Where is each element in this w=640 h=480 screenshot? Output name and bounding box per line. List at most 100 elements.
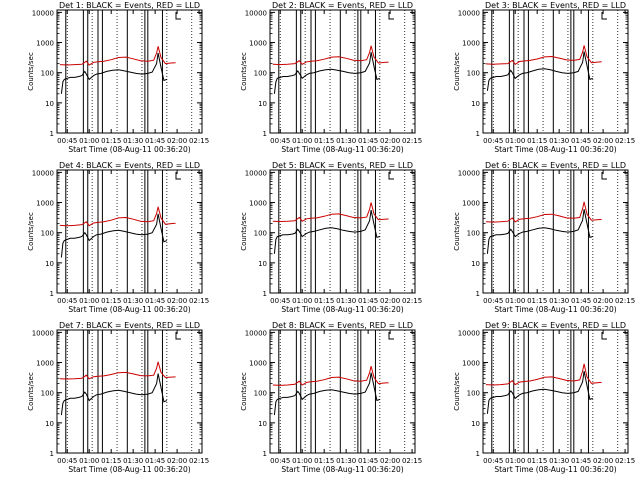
y-axis-label: Counts/sec — [240, 52, 248, 91]
x-tick-label: 01:30 — [123, 137, 143, 145]
panel-title: Det 3: BLACK = Events, RED = LLD — [485, 1, 626, 10]
x-tick-label: 01:45 — [571, 137, 591, 145]
y-tick-label: 10 — [471, 100, 480, 108]
x-tick-label: 02:15 — [402, 457, 422, 465]
lld-series-line — [272, 365, 389, 386]
x-axis-label: Start Time (08-Aug-11 00:36:20) — [281, 465, 403, 474]
x-tick-label: 01:30 — [336, 457, 356, 465]
y-tick-label: 1 — [476, 450, 480, 458]
x-tick-label: 02:00 — [380, 297, 400, 305]
x-tick-label: 00:45 — [57, 457, 77, 465]
x-tick-label: 01:00 — [292, 297, 312, 305]
x-tick-label: 01:30 — [549, 457, 569, 465]
x-tick-label: 01:30 — [123, 297, 143, 305]
y-tick-label: 10000 — [245, 9, 267, 17]
panel-title: Det 9: BLACK = Events, RED = LLD — [485, 321, 626, 330]
y-tick-label: 10 — [258, 420, 267, 428]
y-tick-label: 1 — [50, 450, 54, 458]
legend-bracket — [388, 172, 394, 180]
y-tick-label: 100 — [41, 230, 54, 238]
y-tick-label: 10000 — [458, 169, 480, 177]
y-tick-label: 1 — [263, 290, 267, 298]
plot-frame — [269, 329, 416, 454]
y-axis-label: Counts/sec — [453, 212, 461, 251]
x-tick-label: 01:30 — [336, 297, 356, 305]
legend-bracket — [388, 332, 394, 340]
x-tick-label: 01:15 — [527, 457, 547, 465]
panel-title: Det 2: BLACK = Events, RED = LLD — [272, 1, 413, 10]
detector-panel: Det 2: BLACK = Events, RED = LLD 1 10 100 10… — [240, 1, 422, 154]
y-tick-label: 1000 — [249, 360, 267, 368]
lld-series-line — [485, 45, 602, 65]
x-tick-label: 01:15 — [527, 297, 547, 305]
detector-panel: Det 5: BLACK = Events, RED = LLD 1 10 100 10… — [240, 161, 422, 314]
x-axis-label: Start Time (08-Aug-11 00:36:20) — [68, 305, 190, 314]
x-tick-label: 00:45 — [483, 297, 503, 305]
plot-frame — [269, 9, 416, 134]
y-tick-label: 100 — [254, 230, 267, 238]
x-axis-label: Start Time (08-Aug-11 00:36:20) — [281, 145, 403, 154]
x-axis-label: Start Time (08-Aug-11 00:36:20) — [494, 145, 616, 154]
events-series-line — [60, 213, 168, 258]
panel-title: Det 6: BLACK = Events, RED = LLD — [485, 161, 626, 170]
y-tick-label: 1000 — [249, 200, 267, 208]
x-tick-label: 02:15 — [615, 297, 635, 305]
detector-panel: Det 7: BLACK = Events, RED = LLD 1 10 100 10… — [27, 321, 209, 474]
x-tick-label: 01:15 — [101, 457, 121, 465]
x-tick-label: 01:30 — [549, 137, 569, 145]
y-tick-label: 100 — [254, 390, 267, 398]
lld-series-line — [272, 45, 389, 66]
y-tick-label: 1000 — [36, 360, 54, 368]
y-tick-label: 1000 — [462, 200, 480, 208]
detector-panel: Det 3: BLACK = Events, RED = LLD 1 10 100 10… — [453, 1, 635, 154]
y-tick-label: 10000 — [32, 329, 54, 337]
x-tick-label: 02:00 — [593, 297, 613, 305]
y-axis-label: Counts/sec — [27, 372, 35, 411]
x-tick-label: 00:45 — [270, 457, 290, 465]
x-tick-label: 01:00 — [292, 457, 312, 465]
x-tick-label: 01:45 — [571, 457, 591, 465]
y-tick-label: 100 — [41, 390, 54, 398]
y-tick-label: 100 — [467, 70, 480, 78]
y-tick-label: 1000 — [462, 40, 480, 48]
x-tick-label: 02:00 — [380, 457, 400, 465]
events-series-line — [273, 52, 380, 94]
x-tick-label: 00:45 — [483, 457, 503, 465]
detector-panel: Det 9: BLACK = Events, RED = LLD 1 10 100 10… — [453, 321, 635, 474]
x-tick-label: 01:00 — [79, 457, 99, 465]
x-tick-label: 01:45 — [145, 297, 165, 305]
x-tick-label: 01:45 — [571, 297, 591, 305]
x-tick-label: 01:15 — [101, 297, 121, 305]
x-tick-label: 01:00 — [292, 137, 312, 145]
x-tick-label: 02:00 — [380, 137, 400, 145]
panel-title: Det 1: BLACK = Events, RED = LLD — [59, 1, 200, 10]
x-tick-label: 02:00 — [167, 137, 187, 145]
lld-series-line — [272, 202, 389, 223]
y-axis-label: Counts/sec — [27, 52, 35, 91]
y-tick-label: 10 — [258, 100, 267, 108]
legend-bracket — [175, 172, 181, 180]
events-series-line — [273, 209, 380, 254]
legend-bracket — [388, 12, 394, 20]
x-tick-label: 02:15 — [615, 457, 635, 465]
y-tick-label: 1 — [50, 290, 54, 298]
events-series-line — [60, 373, 168, 416]
events-series-line — [273, 372, 380, 416]
x-tick-label: 01:00 — [79, 137, 99, 145]
legend-bracket — [175, 332, 181, 340]
y-tick-label: 1000 — [249, 40, 267, 48]
events-series-line — [486, 371, 593, 414]
y-axis-label: Counts/sec — [453, 372, 461, 411]
y-axis-label: Counts/sec — [240, 212, 248, 251]
plot-frame — [482, 9, 629, 134]
y-tick-label: 10000 — [245, 169, 267, 177]
y-tick-label: 10 — [45, 100, 54, 108]
y-tick-label: 1000 — [462, 360, 480, 368]
x-tick-label: 01:30 — [549, 297, 569, 305]
x-tick-label: 01:00 — [505, 137, 525, 145]
lld-series-line — [59, 361, 176, 380]
y-axis-label: Counts/sec — [27, 212, 35, 251]
panel-title: Det 5: BLACK = Events, RED = LLD — [272, 161, 413, 170]
y-tick-label: 100 — [467, 390, 480, 398]
